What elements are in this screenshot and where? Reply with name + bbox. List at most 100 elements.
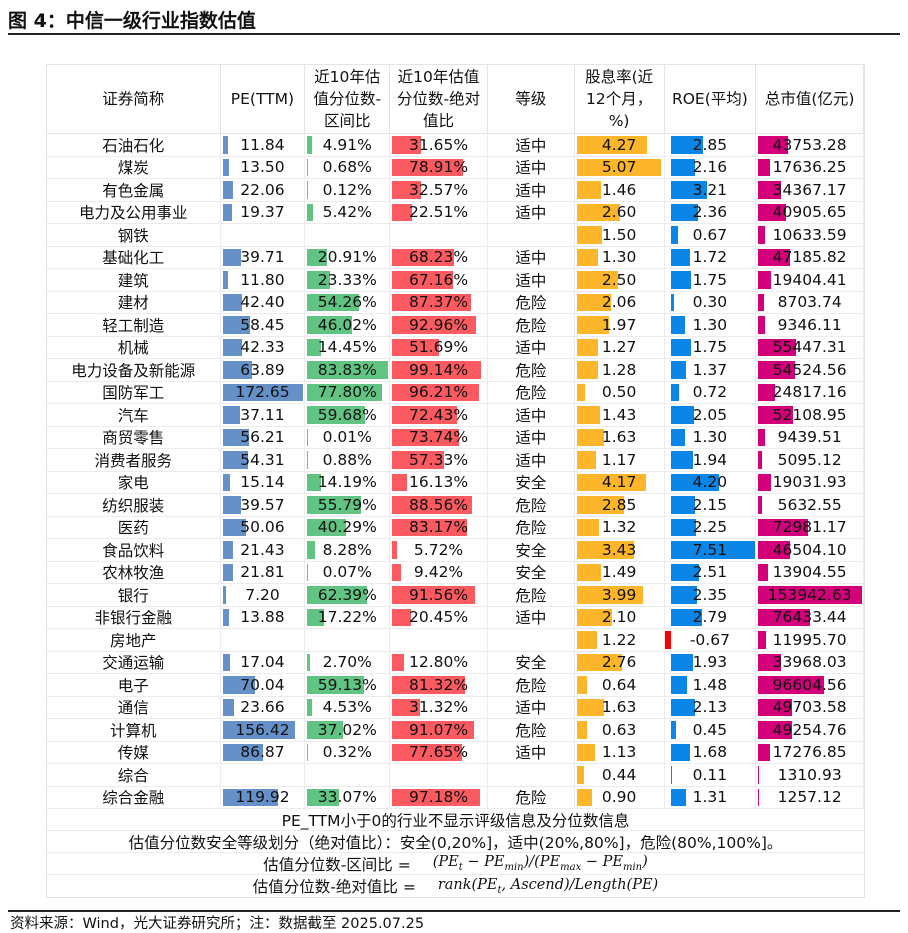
cell-pct-range: 17.22% <box>305 606 391 628</box>
table-row: 银行 7.20 62.39% 91.56% 危险 3.99 2.35 153942.63 <box>47 584 865 607</box>
data-bar <box>392 541 398 559</box>
cell-pct-abs: 72.43% <box>390 404 488 426</box>
header-pct-abs: 近10年估值分位数-绝对值比 <box>390 65 488 133</box>
data-bar <box>670 653 693 671</box>
cell-pe: 56.21 <box>221 426 306 448</box>
cell-roe: 4.20 <box>665 471 757 493</box>
cell-grade: 危险 <box>488 314 575 336</box>
data-bar <box>670 226 679 244</box>
data-bar <box>222 158 229 176</box>
cell-pct-range: 5.42% <box>305 201 391 223</box>
cell-text: 39.57 <box>240 495 285 514</box>
cell-text: 59.13% <box>317 675 377 694</box>
cell-pe: 7.20 <box>221 584 306 606</box>
cell-text: 1.48 <box>692 675 728 694</box>
data-bar <box>307 136 313 154</box>
cell-pct-range: 23.33% <box>305 269 391 291</box>
cell-text: 0.30 <box>692 293 728 312</box>
data-bar <box>576 698 604 716</box>
data-bar <box>222 608 229 626</box>
cell-text: 153942.63 <box>767 585 852 604</box>
cell-pct-range: 14.45% <box>305 336 391 358</box>
cell-grade: 安全 <box>488 651 575 673</box>
cell-grade: 危险 <box>488 584 575 606</box>
cell-text: 建筑 <box>117 271 149 290</box>
cell-text: 5.72% <box>413 540 464 559</box>
cell-pct-abs: 5.72% <box>390 539 488 561</box>
cell-text: 46.02% <box>317 315 377 334</box>
cell-grade: 适中 <box>488 201 575 223</box>
cell-market-cap: 1257.12 <box>756 786 865 808</box>
table-row: 国防军工 172.65 77.80% 96.21% 危险 0.50 0.72 24817.16 <box>47 381 865 404</box>
data-bar <box>392 361 482 379</box>
data-bar <box>307 406 365 424</box>
cell-name: 传媒 <box>47 741 221 763</box>
data-bar <box>758 248 791 266</box>
data-bar <box>392 406 458 424</box>
cell-name: 煤炭 <box>47 156 221 178</box>
data-bar <box>392 338 439 356</box>
data-bar <box>307 473 321 491</box>
cell-grade: 安全 <box>488 561 575 583</box>
cell-text: 基础化工 <box>102 249 165 268</box>
cell-pe: 21.81 <box>221 561 306 583</box>
cell-roe: 1.30 <box>665 426 757 448</box>
cell-text: 56.21 <box>240 428 285 447</box>
cell-name: 轻工制造 <box>47 314 221 336</box>
cell-text: 电力及公用事业 <box>79 204 188 223</box>
cell-text: 1.13 <box>601 743 637 762</box>
cell-text: 1.94 <box>692 450 728 469</box>
cell-pe: 21.43 <box>221 539 306 561</box>
data-bar <box>392 721 475 739</box>
cell-text: 1.93 <box>692 653 728 672</box>
data-bar <box>392 293 471 311</box>
cell-roe: 1.68 <box>665 741 757 763</box>
cell-text: 适中 <box>515 181 547 200</box>
cell-grade: 适中 <box>488 449 575 471</box>
cell-text: 计算机 <box>110 721 157 740</box>
cell-text: 2.36 <box>692 203 728 222</box>
data-bar <box>758 766 760 784</box>
table-row: 电力及公用事业 19.37 5.42% 22.51% 适中 2.60 2.36 40905.6… <box>47 201 865 224</box>
cell-market-cap: 49703.58 <box>756 696 865 718</box>
data-bar <box>222 181 233 199</box>
table-row: 房地产 1.22 -0.67 11995.70 <box>47 629 865 652</box>
cell-pe: 23.66 <box>221 696 306 718</box>
cell-text: 2.25 <box>692 518 728 537</box>
cell-dividend: 2.50 <box>575 269 665 291</box>
cell-text: 安全 <box>515 541 547 560</box>
cell-market-cap: 76433.44 <box>756 606 865 628</box>
cell-text: 24817.16 <box>772 383 847 402</box>
table-row: 综合金融 119.92 33.07% 97.18% 危险 0.90 1.31 1257.12 <box>47 786 865 809</box>
cell-text: 适中 <box>515 744 547 763</box>
cell-pct-abs: 12.80% <box>390 651 488 673</box>
cell-pct-abs: 92.96% <box>390 314 488 336</box>
cell-pct-abs: 91.07% <box>390 719 488 741</box>
cell-pct-range: 0.07% <box>305 561 391 583</box>
cell-text: 危险 <box>515 789 547 808</box>
cell-text: 2.35 <box>692 585 728 604</box>
cell-name: 交通运输 <box>47 651 221 673</box>
cell-text: 21.43 <box>240 540 285 559</box>
cell-pct-abs: 67.16% <box>390 269 488 291</box>
cell-text: 国防军工 <box>102 384 165 403</box>
header-dividend: 股息率(近12个月，%) <box>575 65 665 133</box>
cell-pe: 119.92 <box>221 786 306 808</box>
data-bar <box>758 788 760 806</box>
cell-market-cap: 52108.95 <box>756 404 865 426</box>
data-bar <box>670 271 691 289</box>
cell-roe: 1.75 <box>665 269 757 291</box>
cell-text: 家电 <box>117 474 149 493</box>
data-bar <box>392 743 463 761</box>
cell-dividend: 1.50 <box>575 224 665 246</box>
data-bar <box>576 406 601 424</box>
data-bar <box>576 563 602 581</box>
cell-grade: 危险 <box>488 359 575 381</box>
cell-text: 11.80 <box>240 270 285 289</box>
cell-market-cap: 34367.17 <box>756 179 865 201</box>
cell-text: 22.06 <box>240 180 285 199</box>
cell-name: 商贸零售 <box>47 426 221 448</box>
header-roe: ROE(平均) <box>665 65 757 133</box>
cell-text: 电力设备及新能源 <box>71 361 196 380</box>
table-row: 医药 50.06 40.29% 83.17% 危险 1.32 2.25 72981.17 <box>47 516 865 539</box>
